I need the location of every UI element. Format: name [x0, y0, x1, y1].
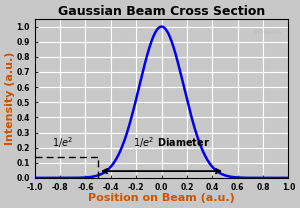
X-axis label: Position on Beam (a.u.): Position on Beam (a.u.) [88, 193, 235, 203]
Y-axis label: Intensity (a.u.): Intensity (a.u.) [5, 52, 15, 145]
Text: $1/e^2$: $1/e^2$ [52, 135, 73, 150]
Title: Gaussian Beam Cross Section: Gaussian Beam Cross Section [58, 5, 265, 18]
Text: THORLABS: THORLABS [252, 30, 281, 35]
Text: $1/e^2$ Diameter: $1/e^2$ Diameter [133, 135, 210, 150]
